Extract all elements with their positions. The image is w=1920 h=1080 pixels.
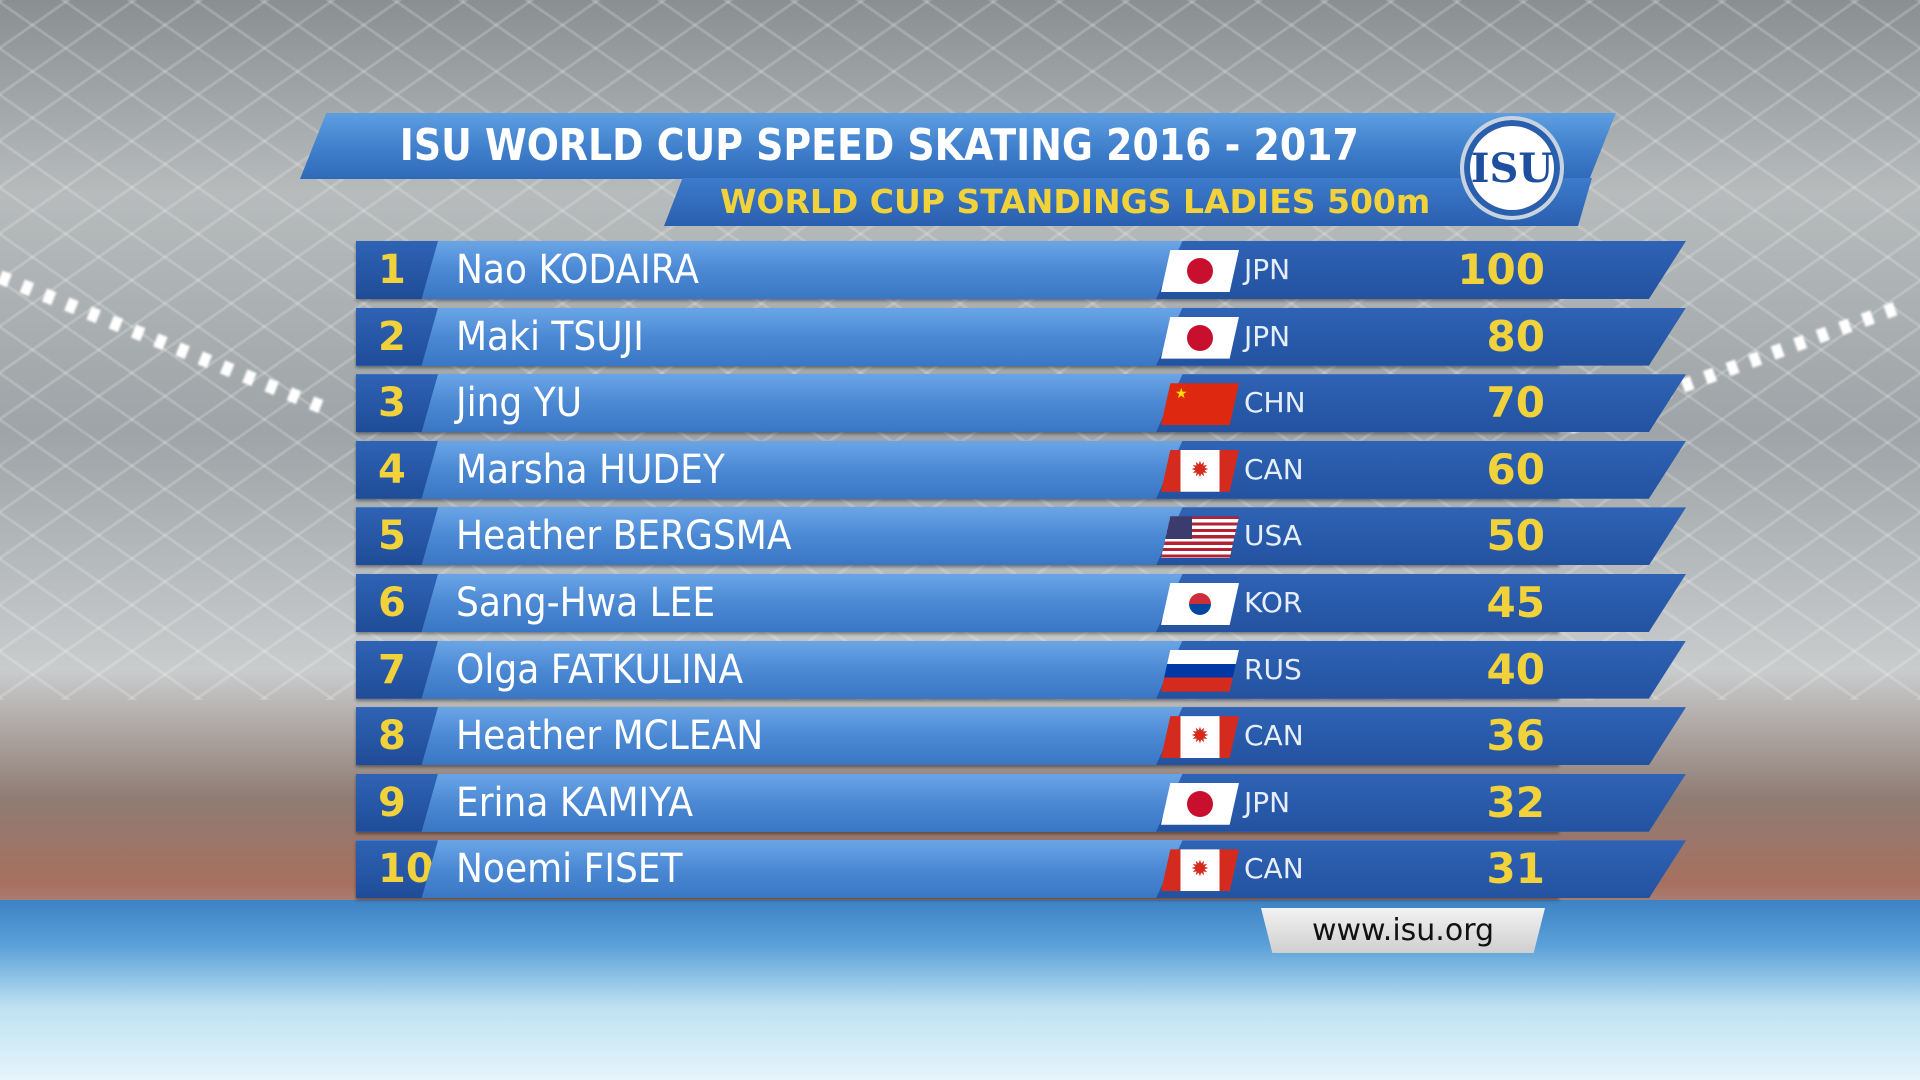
standings-table: 1 Nao KODAIRA JPN 100 2 Maki TSUJI JPN 80… xyxy=(356,241,1686,907)
country-panel xyxy=(1156,307,1686,366)
points: 100 xyxy=(1457,245,1545,294)
athlete-name: Heather BERGSMA xyxy=(456,513,792,560)
rank: 8 xyxy=(356,707,438,766)
isu-logo: ISU xyxy=(1460,116,1564,220)
country-code: JPN xyxy=(1244,785,1291,819)
table-row: 6 Sang-Hwa LEE KOR 45 xyxy=(356,573,1686,632)
rank: 3 xyxy=(356,374,438,433)
country-code: CHN xyxy=(1244,386,1306,420)
points: 70 xyxy=(1486,378,1545,428)
flag-usa-icon xyxy=(1161,516,1239,559)
athlete-name: Heather MCLEAN xyxy=(456,713,764,760)
table-row: 7 Olga FATKULINA RUS 40 xyxy=(356,640,1686,699)
flag-can-icon: ✹ xyxy=(1161,716,1239,759)
country-code: CAN xyxy=(1244,452,1304,486)
country-panel xyxy=(1156,241,1686,299)
country-code: JPN xyxy=(1244,319,1291,353)
athlete-name: Maki TSUJI xyxy=(456,313,644,360)
country-panel xyxy=(1156,707,1686,766)
table-row: 3 Jing YU ★ CHN 70 xyxy=(356,374,1686,433)
table-row: 8 Heather MCLEAN ✹ CAN 36 xyxy=(356,707,1686,766)
flag-jpn-icon xyxy=(1161,250,1239,292)
page-subtitle: WORLD CUP STANDINGS LADIES 500m xyxy=(664,178,1592,226)
athlete-name: Marsha HUDEY xyxy=(456,446,725,493)
table-row: 2 Maki TSUJI JPN 80 xyxy=(356,307,1686,366)
rank: 9 xyxy=(356,773,438,832)
table-row: 4 Marsha HUDEY ✹ CAN 60 xyxy=(356,440,1686,499)
flag-can-icon: ✹ xyxy=(1161,849,1239,892)
ice-rink xyxy=(0,900,1920,1080)
rank: 7 xyxy=(356,640,438,699)
country-code: USA xyxy=(1244,519,1302,553)
points: 36 xyxy=(1486,711,1545,761)
rank: 10 xyxy=(356,840,438,899)
athlete-name: Noemi FISET xyxy=(456,846,683,893)
points: 60 xyxy=(1486,444,1545,494)
points: 31 xyxy=(1486,844,1545,894)
rank: 5 xyxy=(356,507,438,566)
table-row: 1 Nao KODAIRA JPN 100 xyxy=(356,241,1686,299)
rank: 2 xyxy=(356,307,438,366)
country-panel xyxy=(1156,440,1686,499)
country-panel xyxy=(1156,840,1686,899)
flag-rus-icon xyxy=(1161,649,1239,692)
flag-chn-icon: ★ xyxy=(1161,383,1239,426)
athlete-name: Jing YU xyxy=(456,380,583,427)
athlete-name: Sang-Hwa LEE xyxy=(456,579,716,626)
points: 32 xyxy=(1486,777,1545,827)
athlete-name: Olga FATKULINA xyxy=(456,646,744,693)
website-label: www.isu.org xyxy=(1261,908,1545,953)
table-row: 5 Heather BERGSMA USA 50 xyxy=(356,507,1686,566)
country-code: KOR xyxy=(1244,585,1303,619)
flag-jpn-icon xyxy=(1161,782,1239,825)
country-code: RUS xyxy=(1244,652,1302,686)
country-code: JPN xyxy=(1244,253,1291,286)
flag-can-icon: ✹ xyxy=(1161,449,1239,492)
country-panel xyxy=(1156,374,1686,433)
athlete-name: Nao KODAIRA xyxy=(456,247,699,293)
rank: 4 xyxy=(356,440,438,499)
flag-kor-icon xyxy=(1161,582,1239,625)
country-panel xyxy=(1156,773,1686,832)
country-panel xyxy=(1156,573,1686,632)
country-code: CAN xyxy=(1244,852,1304,886)
points: 40 xyxy=(1486,644,1545,694)
flag-jpn-icon xyxy=(1161,316,1239,359)
country-panel xyxy=(1156,507,1686,566)
points: 45 xyxy=(1486,577,1545,627)
table-row: 10 Noemi FISET ✹ CAN 31 xyxy=(356,840,1686,899)
country-panel xyxy=(1156,640,1686,699)
points: 50 xyxy=(1486,511,1545,561)
page-title: ISU WORLD CUP SPEED SKATING 2016 - 2017 xyxy=(300,113,1616,179)
rank: 6 xyxy=(356,573,438,632)
athlete-name: Erina KAMIYA xyxy=(456,779,693,826)
table-row: 9 Erina KAMIYA JPN 32 xyxy=(356,773,1686,832)
country-code: CAN xyxy=(1244,719,1304,753)
points: 80 xyxy=(1486,311,1545,361)
rank: 1 xyxy=(356,241,438,299)
